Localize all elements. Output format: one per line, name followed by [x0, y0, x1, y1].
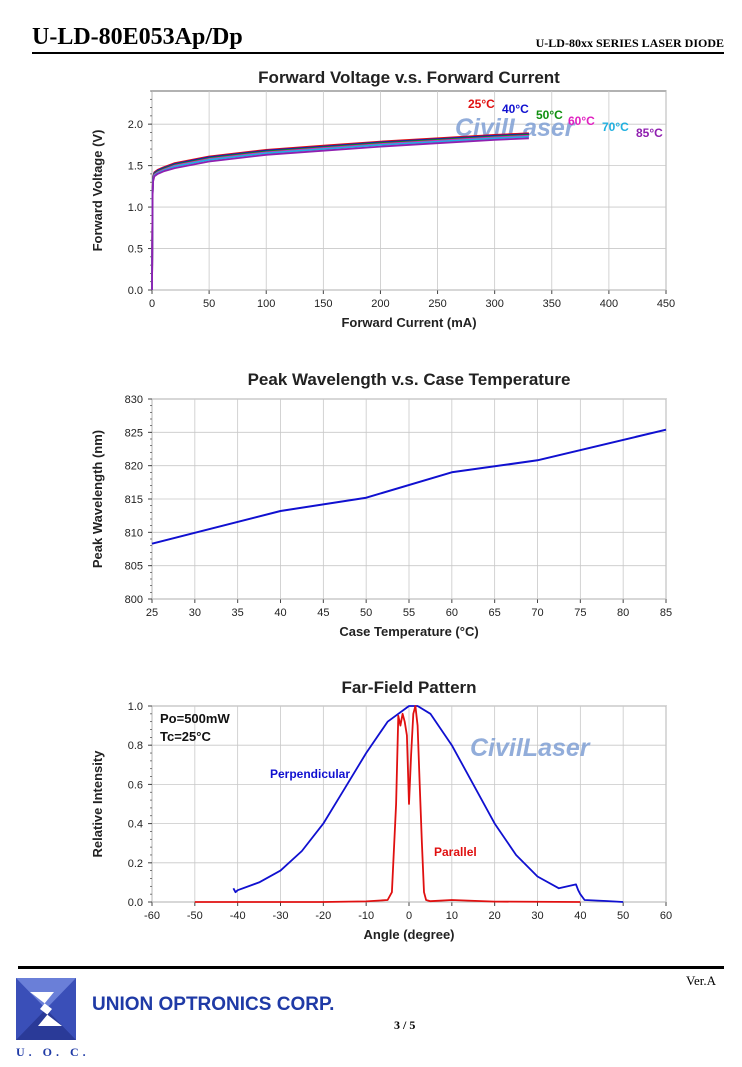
model-title: U-LD-80E053Ap/Dp	[32, 24, 243, 50]
header-rule	[32, 52, 724, 54]
wavelength-chart: Peak Wavelength v.s. Case Temperature 25 3…	[90, 370, 672, 639]
farfield-chart: Far-Field Pattern -60 -50 -40 -30 -20 -10 0 10 20…	[90, 678, 672, 942]
x-tick-label: 100	[257, 298, 275, 310]
watermark-logo: CivilLaser	[470, 734, 591, 762]
x-tick-label: -20	[315, 910, 331, 922]
x-tick-label: 80	[617, 607, 629, 619]
x-tick-label: -50	[187, 910, 203, 922]
x-tick-label: 75	[574, 607, 586, 619]
x-tick-label: 55	[403, 607, 415, 619]
chart-title: Forward Voltage v.s. Forward Current	[258, 68, 560, 87]
y-tick-label: 1.5	[128, 161, 143, 173]
series-label-parallel: Parallel	[434, 845, 477, 859]
y-tick-label: 815	[125, 494, 143, 506]
version-label: Ver.A	[686, 973, 716, 988]
x-tick-label: 300	[485, 298, 503, 310]
x-tick-label: 35	[232, 607, 244, 619]
x-tick-label: 350	[543, 298, 561, 310]
series-line-1	[194, 705, 581, 903]
x-tick-label: 200	[371, 298, 389, 310]
legend-label: 25°C	[468, 97, 495, 111]
y-tick-label: 805	[125, 561, 143, 573]
y-tick-label: 0.4	[128, 819, 143, 831]
series-title: U-LD-80xx SERIES LASER DIODE	[535, 36, 724, 50]
x-axis-label: Case Temperature (°C)	[339, 624, 478, 639]
x-tick-label: 85	[660, 607, 672, 619]
x-tick-label: -10	[358, 910, 374, 922]
legend-label: 85°C	[636, 126, 663, 140]
x-tick-label: 40	[274, 607, 286, 619]
uoc-logo-icon	[16, 978, 76, 1040]
x-tick-label: 50	[360, 607, 372, 619]
x-axis-label: Angle (degree)	[363, 927, 454, 942]
legend-label: 50°C	[536, 108, 563, 122]
legend-label: 60°C	[568, 114, 595, 128]
annotation-temperature: Tc=25°C	[160, 729, 211, 744]
y-tick-label: 830	[125, 394, 143, 406]
x-tick-label: 50	[203, 298, 215, 310]
x-tick-label: 400	[600, 298, 618, 310]
x-tick-label: 10	[446, 910, 458, 922]
y-tick-label: 800	[125, 594, 143, 606]
y-axis-label: Peak Wavelength (nm)	[90, 430, 105, 568]
x-tick-label: 0	[149, 298, 155, 310]
chart-title: Far-Field Pattern	[341, 678, 476, 697]
y-axis-label: Forward Voltage (V)	[90, 130, 105, 252]
legend-label: 70°C	[602, 120, 629, 134]
x-tick-label: 25	[146, 607, 158, 619]
y-tick-label: 0.8	[128, 740, 143, 752]
x-tick-label: 30	[189, 607, 201, 619]
x-tick-label: 60	[660, 910, 672, 922]
y-axis-label: Relative Intensity	[90, 750, 105, 858]
x-tick-label: 60	[446, 607, 458, 619]
x-tick-label: 0	[406, 910, 412, 922]
x-tick-label: 450	[657, 298, 675, 310]
x-tick-label: -40	[230, 910, 246, 922]
series-line-5	[151, 137, 529, 291]
legend-label: 40°C	[502, 102, 529, 116]
x-tick-label: 20	[489, 910, 501, 922]
x-tick-label: 45	[317, 607, 329, 619]
x-tick-label: 250	[428, 298, 446, 310]
x-axis-label: Forward Current (mA)	[341, 315, 476, 330]
y-tick-label: 0.6	[128, 779, 143, 791]
iv-chart: Forward Voltage v.s. Forward Current 0 50 1…	[90, 68, 675, 330]
x-tick-label: 30	[531, 910, 543, 922]
series-label-perpendicular: Perpendicular	[270, 767, 350, 781]
x-tick-label: 65	[489, 607, 501, 619]
annotation-power: Po=500mW	[160, 711, 230, 726]
y-tick-label: 810	[125, 527, 143, 539]
company-name: UNION OPTRONICS CORP.	[92, 994, 335, 1015]
x-tick-label: 40	[574, 910, 586, 922]
x-tick-label: -30	[273, 910, 289, 922]
chart-title: Peak Wavelength v.s. Case Temperature	[248, 370, 571, 389]
x-tick-label: 150	[314, 298, 332, 310]
page-number: 3 / 5	[394, 1018, 416, 1032]
logo-text: U. O. C.	[16, 1045, 90, 1059]
y-tick-label: 820	[125, 461, 143, 473]
y-tick-label: 825	[125, 427, 143, 439]
y-tick-label: 0.2	[128, 858, 143, 870]
x-tick-label: -60	[144, 910, 160, 922]
y-tick-label: 0.0	[128, 897, 143, 909]
y-tick-label: 0.0	[128, 285, 143, 297]
x-tick-label: 70	[531, 607, 543, 619]
series-line-0	[232, 705, 624, 903]
y-tick-label: 2.0	[128, 119, 143, 131]
y-tick-label: 1.0	[128, 701, 143, 713]
x-tick-label: 50	[617, 910, 629, 922]
y-tick-label: 0.5	[128, 244, 143, 256]
footer-rule	[18, 966, 724, 969]
y-tick-label: 1.0	[128, 202, 143, 214]
series-line-0	[151, 428, 667, 545]
